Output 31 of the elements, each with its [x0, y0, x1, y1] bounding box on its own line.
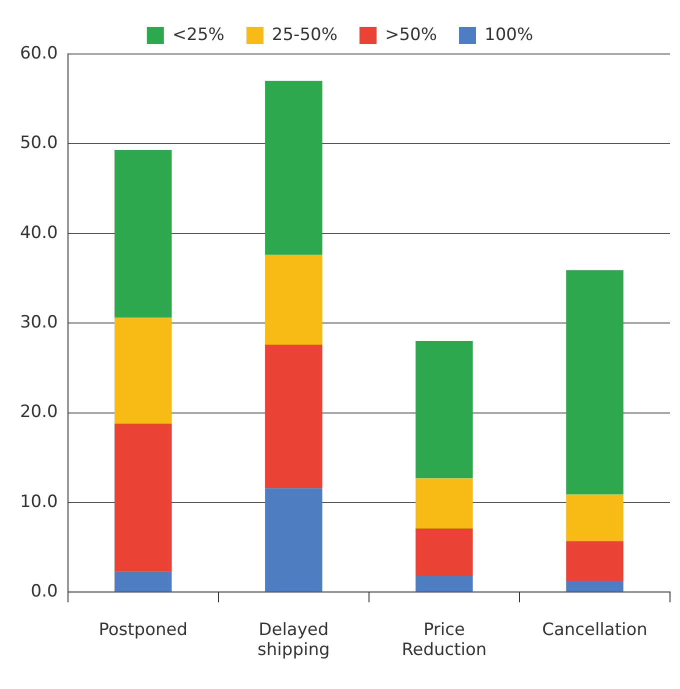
y-tick-label: 30.0 [20, 312, 58, 333]
x-tick-label: Postponed [98, 620, 188, 640]
x-tick-label: Delayed shipping [258, 620, 330, 660]
bar [416, 576, 473, 592]
bar [265, 344, 322, 488]
bar [265, 488, 322, 592]
y-tick-label: 10.0 [20, 492, 58, 512]
y-tick-label: 0.0 [30, 582, 58, 602]
bar [416, 528, 473, 576]
bar [566, 270, 624, 494]
legend-label: <25% [172, 24, 224, 45]
y-tick-label: 50.0 [20, 133, 58, 154]
bar [114, 150, 172, 318]
bar [265, 80, 322, 255]
bar [114, 572, 172, 592]
bar [114, 424, 172, 572]
bar [265, 254, 322, 345]
x-tick-label: Cancellation [542, 620, 648, 640]
legend-label: 100% [484, 24, 534, 45]
y-tick-label: 40.0 [20, 222, 58, 243]
x-tick-label: Price Reduction [402, 620, 487, 660]
y-tick-label: 60.0 [20, 43, 58, 64]
legend-label: 25-50% [272, 24, 338, 45]
legend-label: >50% [384, 24, 438, 45]
bar [114, 318, 172, 424]
bar [566, 494, 624, 542]
bar [566, 541, 624, 581]
bar [566, 580, 624, 592]
bar [416, 478, 473, 529]
y-tick-label: 20.0 [20, 402, 58, 422]
bar [416, 341, 473, 478]
